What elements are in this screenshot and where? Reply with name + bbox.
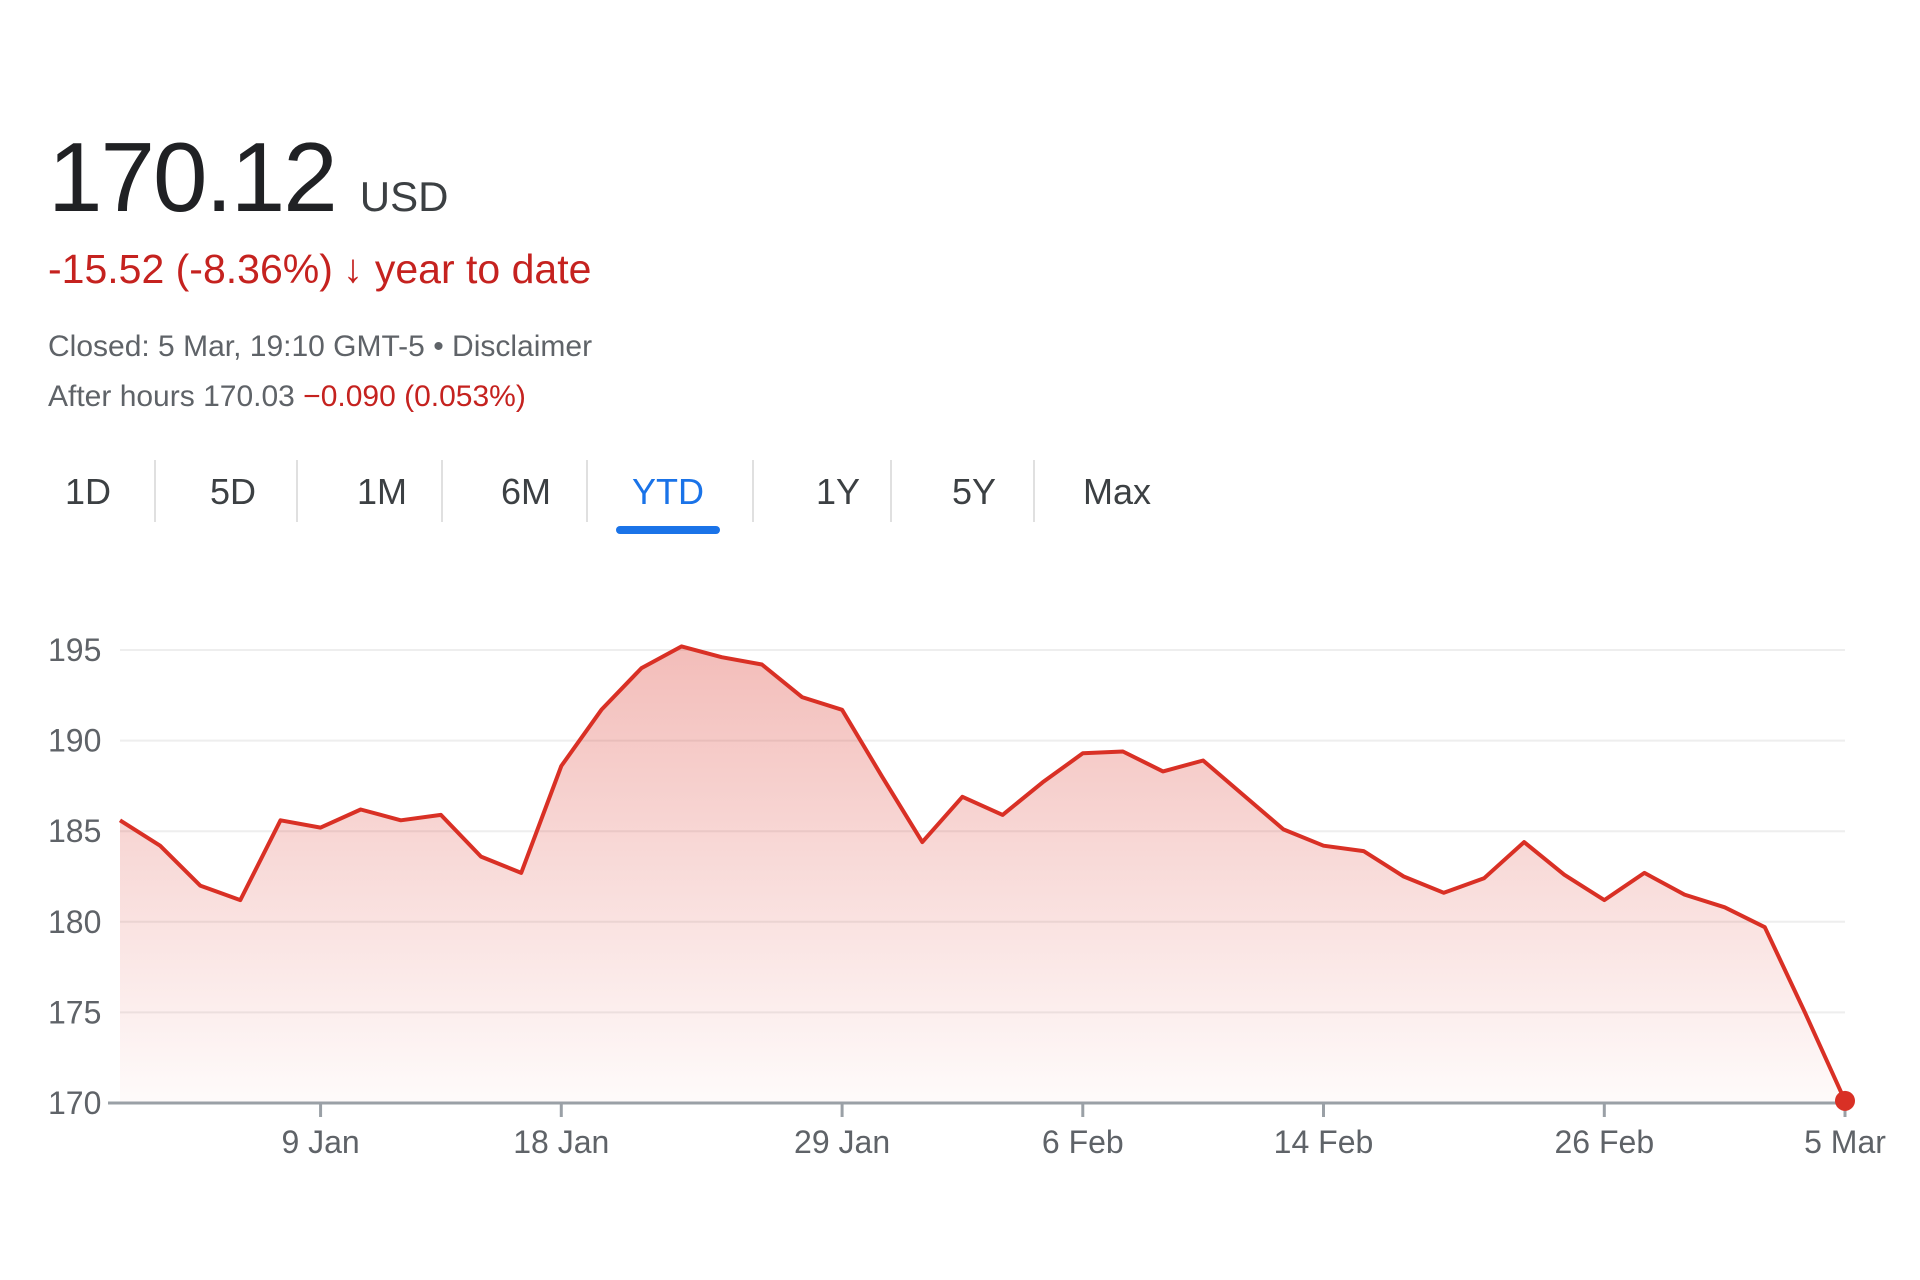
tab-max[interactable]: Max <box>1082 471 1151 512</box>
separator-dot: • <box>433 330 444 363</box>
tab-divider <box>296 460 298 522</box>
y-tick-label: 170 <box>48 1085 101 1121</box>
y-tick-label: 175 <box>48 994 101 1030</box>
closed-time: Closed: 5 Mar, 19:10 GMT-5 <box>48 330 425 363</box>
price-area-fill <box>120 646 1845 1103</box>
tab-divider <box>1033 460 1035 522</box>
period-label: year to date <box>374 246 592 292</box>
tab-divider <box>441 460 443 522</box>
closed-info: Closed: 5 Mar, 19:10 GMT-5 • Disclaimer <box>48 330 592 364</box>
tab-divider <box>890 460 892 522</box>
y-tick-label: 195 <box>48 632 101 668</box>
active-tab-indicator <box>616 526 720 534</box>
y-tick-label: 185 <box>48 813 101 849</box>
tab-5y[interactable]: 5Y <box>951 471 997 512</box>
currency-label: USD <box>359 173 449 220</box>
tab-6m[interactable]: 6M <box>500 471 551 512</box>
price-header: 170.12 USD <box>48 128 448 226</box>
x-tick-label: 18 Jan <box>513 1124 609 1160</box>
ytd-change: -15.52 (-8.36%) ↓ year to date <box>48 246 591 293</box>
x-tick-label: 9 Jan <box>281 1124 359 1160</box>
disclaimer-link[interactable]: Disclaimer <box>452 330 593 363</box>
tab-1m[interactable]: 1M <box>356 471 407 512</box>
tab-1y[interactable]: 1Y <box>815 471 861 512</box>
price-line <box>118 644 1847 1102</box>
after-hours-label: After hours 170.03 <box>48 380 295 413</box>
change-value: -15.52 (-8.36%) <box>48 246 333 292</box>
y-tick-label: 190 <box>48 723 101 759</box>
tab-1d[interactable]: 1D <box>64 471 112 512</box>
last-price-marker <box>1835 1090 1855 1111</box>
x-tick-label: 26 Feb <box>1554 1124 1654 1160</box>
y-tick-label: 180 <box>48 904 101 940</box>
after-hours-info: After hours 170.03 −0.090 (0.053%) <box>48 380 526 414</box>
tab-divider <box>752 460 754 522</box>
range-tabs: 1D 5D 1M 6M YTD 1Y 5Y Max <box>48 460 1198 540</box>
after-hours-change: −0.090 (0.053%) <box>303 380 526 413</box>
x-tick-label: 6 Feb <box>1042 1124 1124 1160</box>
x-tick-label: 29 Jan <box>794 1124 890 1160</box>
current-price: 170.12 <box>48 122 338 232</box>
x-tick-label: 5 Mar <box>1804 1124 1886 1160</box>
tab-divider <box>154 460 156 522</box>
tab-divider <box>586 460 588 522</box>
tab-ytd[interactable]: YTD <box>616 460 720 534</box>
tab-5d[interactable]: 5D <box>209 471 257 512</box>
x-tick-label: 14 Feb <box>1274 1124 1374 1160</box>
price-chart[interactable]: 195 190 185 180 175 170 9 Jan 18 Jan 29 Jan 6 Fe… <box>0 600 1920 1200</box>
arrow-down-icon: ↓ <box>342 247 363 291</box>
